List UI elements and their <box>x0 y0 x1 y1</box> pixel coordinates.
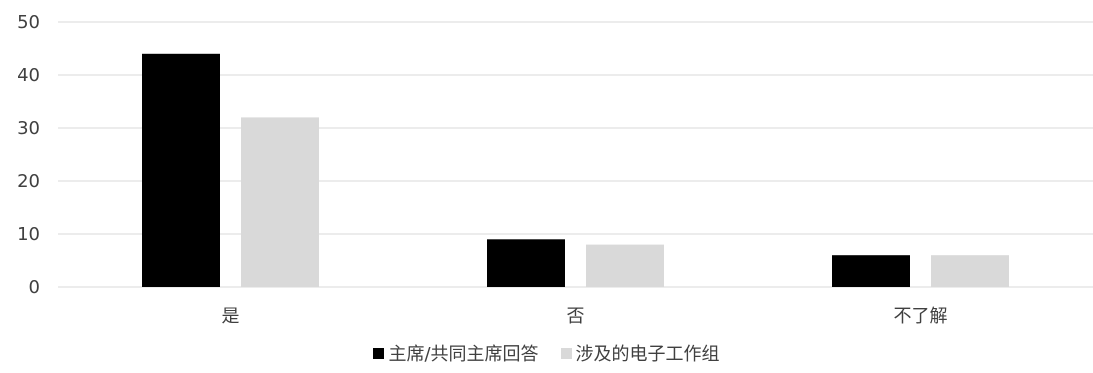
bar-series-1-cat-1 <box>142 53 220 287</box>
legend-label-series-1: 主席/共同主席回答 <box>388 344 539 365</box>
x-tick-label: 否 <box>567 306 585 327</box>
x-tick-label: 是 <box>222 306 240 327</box>
y-tick-label: 20 <box>17 171 40 192</box>
y-tick-label: 10 <box>17 224 40 245</box>
legend: 主席/共同主席回答 涉及的电子工作组 <box>0 340 1093 366</box>
legend-item-series-1: 主席/共同主席回答 <box>373 340 539 366</box>
bar-series-2-cat-2 <box>586 244 664 287</box>
legend-swatch-series-2 <box>560 347 572 359</box>
bar-series-1-cat-3 <box>832 255 910 287</box>
legend-label-series-2: 涉及的电子工作组 <box>575 344 720 365</box>
x-tick-label: 不了解 <box>894 306 948 327</box>
bar-series-1-cat-2 <box>487 239 565 287</box>
y-tick-label: 0 <box>29 277 40 298</box>
legend-item-series-2: 涉及的电子工作组 <box>560 340 720 366</box>
bar-series-2-cat-1 <box>241 117 319 288</box>
y-axis-ticks: 0 10 20 30 40 50 <box>17 12 40 298</box>
gridlines <box>58 21 1093 288</box>
bars <box>142 53 1009 288</box>
x-axis-ticks: 是 否 不了解 <box>222 306 948 327</box>
legend-swatch-series-1 <box>373 347 385 359</box>
bar-series-2-cat-3 <box>931 255 1009 287</box>
y-tick-label: 40 <box>17 65 40 86</box>
y-tick-label: 30 <box>17 118 40 139</box>
y-tick-label: 50 <box>17 12 40 33</box>
bar-chart: 0 10 20 30 40 50 是 否 不了解 <box>17 12 1093 327</box>
